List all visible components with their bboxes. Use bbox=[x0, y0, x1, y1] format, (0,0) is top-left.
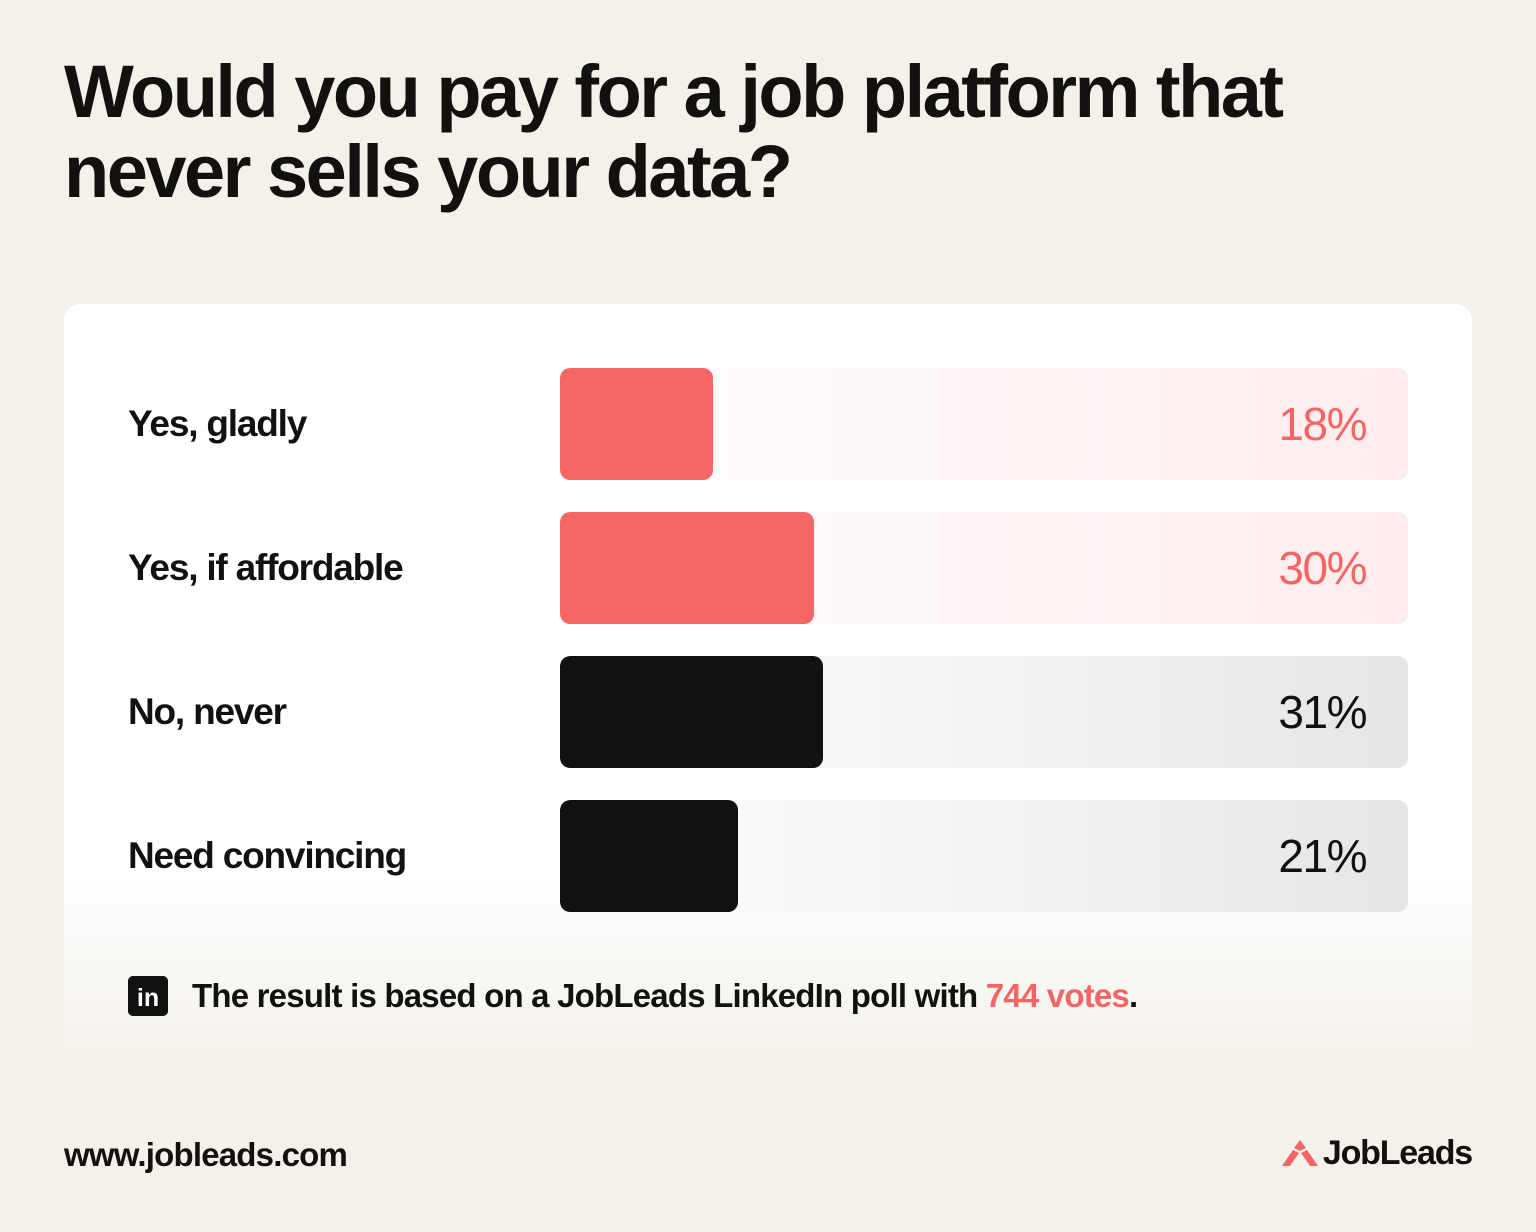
bar-value-label: 18% bbox=[1278, 398, 1367, 450]
bar bbox=[560, 656, 823, 768]
chart-row: No, never 31% bbox=[64, 656, 1472, 768]
bar-track: 18% bbox=[560, 368, 1408, 480]
poll-note-text: The result is based on a JobLeads Linked… bbox=[192, 977, 1138, 1015]
bar-category-label: Yes, if affordable bbox=[128, 547, 404, 588]
bar-category-label: Need convincing bbox=[128, 835, 407, 876]
bar-track: 30% bbox=[560, 512, 1408, 624]
linkedin-icon: in bbox=[128, 976, 168, 1016]
poll-note-text-after: . bbox=[1128, 977, 1138, 1014]
bar-chart: Yes, gladly 18% Yes, if affordable 30% No, n… bbox=[64, 368, 1472, 944]
bar bbox=[560, 800, 738, 912]
bar-track: 21% bbox=[560, 800, 1408, 912]
chart-row: Yes, gladly 18% bbox=[64, 368, 1472, 480]
chart-row: Yes, if affordable 30% bbox=[64, 512, 1472, 624]
poll-results-card: Yes, gladly 18% Yes, if affordable 30% No, n… bbox=[64, 304, 1472, 1056]
poll-note: in The result is based on a JobLeads Lin… bbox=[128, 976, 1138, 1016]
poll-note-text-before: The result is based on a JobLeads Linked… bbox=[192, 977, 986, 1014]
bar-value-label: 31% bbox=[1278, 686, 1367, 738]
jobleads-logo-icon bbox=[1281, 1139, 1318, 1166]
linkedin-icon-text: in bbox=[137, 984, 159, 1012]
bar-value-label: 30% bbox=[1278, 542, 1367, 594]
bar-track: 31% bbox=[560, 656, 1408, 768]
chart-row: Need convincing 21% bbox=[64, 800, 1472, 912]
bar-category-label: Yes, gladly bbox=[128, 403, 307, 444]
bar bbox=[560, 512, 814, 624]
bar-category-label: No, never bbox=[128, 691, 287, 732]
brand-logo: JobLeads bbox=[1281, 1134, 1473, 1173]
bar bbox=[560, 368, 713, 480]
website-url[interactable]: www.jobleads.com bbox=[64, 1136, 348, 1173]
vote-count: 744 votes bbox=[985, 977, 1130, 1014]
brand-name: JobLeads bbox=[1322, 1134, 1473, 1172]
bar-value-label: 21% bbox=[1278, 830, 1367, 882]
page-title: Would you pay for a job platform that ne… bbox=[64, 50, 1284, 213]
